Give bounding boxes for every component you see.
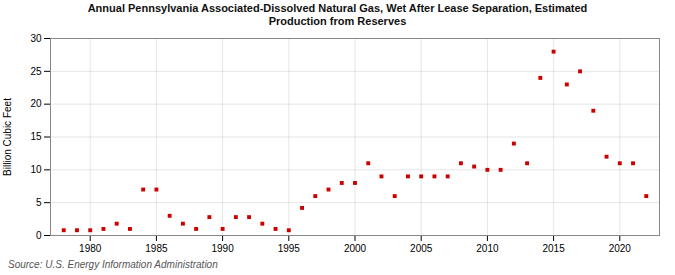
svg-text:1980: 1980: [79, 243, 102, 254]
svg-text:20: 20: [30, 98, 42, 109]
svg-text:2005: 2005: [410, 243, 433, 254]
svg-text:5: 5: [36, 197, 42, 208]
svg-text:10: 10: [30, 164, 42, 175]
html-text:Annual Pennsylvania Associated: Annual Pennsylvania Associated-Dissolved…: [87, 2, 588, 27]
svg-text:2000: 2000: [344, 243, 367, 254]
svg-text:Billion Cubic Feet: Billion Cubic Feet: [2, 98, 13, 176]
svg-text:1995: 1995: [278, 243, 301, 254]
svg-text:1985: 1985: [145, 243, 168, 254]
svg-text:2020: 2020: [609, 243, 632, 254]
svg-text:0: 0: [36, 230, 42, 241]
svg-text:15: 15: [30, 131, 42, 142]
svg-text:25: 25: [30, 66, 42, 77]
html-text:Source: U.S. Energy Informatio: Source: U.S. Energy Information Administ…: [8, 259, 218, 270]
svg-text:2010: 2010: [476, 243, 499, 254]
svg-text:30: 30: [30, 33, 42, 44]
svg-text:2015: 2015: [542, 243, 565, 254]
svg-text:1990: 1990: [211, 243, 234, 254]
